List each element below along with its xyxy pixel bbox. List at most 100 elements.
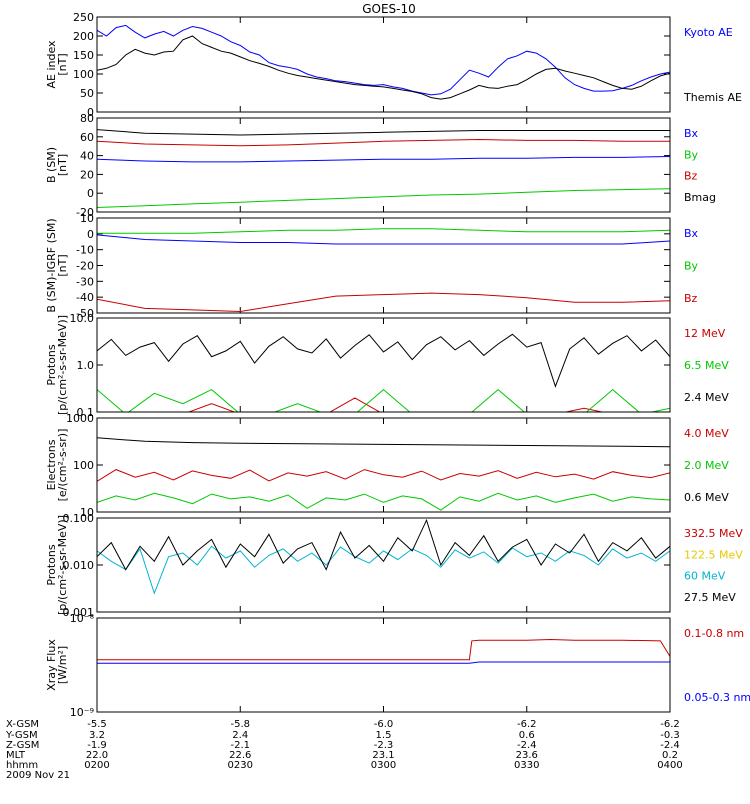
series-line-6-5-mev [97,388,670,412]
orbit-value: 22.6 [229,750,251,761]
y-tick-label: 0 [87,187,94,200]
y-axis-label: Protons[p/(cm²-s-sr-MeV)] [45,315,69,415]
y-axis-label-line: [p/(cm²-s-sr-MeV)] [56,515,69,615]
y-tick-label: 0.010 [63,559,95,572]
orbit-value: -2.4 [517,740,537,751]
y-tick-label: 10 [80,506,94,519]
legend-entry: 12 MeV [684,327,726,340]
y-tick-label: 10⁻⁸ [70,612,95,625]
orbit-value: -2.1 [230,740,250,751]
series-line-kyoto-ae [97,24,670,96]
y-tick-label: 10 [80,212,94,225]
y-tick-label: 0.1 [77,406,95,419]
orbit-value: 23.1 [372,750,394,761]
date-label: 2009 Nov 21 [6,770,70,781]
y-axis-label-line: AE index [45,40,58,89]
y-tick-label: 0 [87,228,94,241]
orbit-value: 0.2 [662,750,678,761]
legend-entry: 27.5 MeV [684,591,736,604]
series-line-0-05-0-3-nm [97,661,670,664]
y-axis-label-line: [p/(cm²-s-sr-MeV)] [56,315,69,415]
y-tick-label: 80 [80,112,94,125]
y-tick-label: 0.001 [63,606,95,619]
plot-title: GOES-10 [362,2,416,16]
orbit-value: -6.0 [374,719,394,730]
y-axis-label: AE index[nT] [45,40,69,89]
series-line-12-mev [187,397,605,412]
y-axis-label-line: [nT] [56,254,69,276]
series-line-bx [97,156,670,163]
y-axis-label: Protons[p/(cm²-s-sr-MeV)] [45,515,69,615]
legend-entry: Themis AE [683,91,742,104]
orbit-value: -2.3 [374,740,394,751]
y-axis-label-line: [nT] [56,53,69,75]
y-axis-label-line: Protons [45,544,58,585]
orbit-value: 1.5 [376,730,392,741]
legend-entry: Bz [684,292,698,305]
panel-6: 0.1000.0100.001Protons[p/(cm²-s-sr-MeV)]… [45,512,743,619]
panel-7: 10⁻⁸ 10⁻⁹ Xray Flux[W/m²] 0.1-0.8 nm 0.05-0.… [45,612,750,719]
orbit-value: -5.8 [230,719,250,730]
legend-entry: Bmag [684,191,716,204]
legend-entry: By [684,148,699,161]
y-tick-label: 10.0 [70,312,95,325]
legend-entry: 332.5 MeV [684,527,743,540]
y-axis-label-line: Electrons [45,439,58,490]
panel-1: 250 200 150 100 50 0 AE index[nT] Kyoto AE Themi… [45,11,742,119]
orbit-row-label: X-GSM [6,719,39,730]
legend-entry: 4.0 MeV [684,427,729,440]
panel-frame [96,117,671,213]
y-axis-label-line: Protons [45,344,58,385]
y-axis-label: B (SM)[nT] [45,147,69,183]
y-tick-label: -50 [76,307,94,320]
orbit-value: 0200 [84,760,109,771]
y-tick-label: 1.0 [77,359,95,372]
orbit-table: X-GSM -5.5 -5.8 -6.0 -6.2 -6.2 Y-GSM 3.2 2.4 1.5 0… [5,719,683,781]
y-axis-label-line: [nT] [56,154,69,176]
series-line-0-6-mev [97,437,670,448]
series-line-bmag [97,129,670,136]
y-tick-label: 100 [73,68,94,81]
panel-frame [96,617,671,713]
y-axis-label-line: Xray Flux [45,639,58,691]
y-tick-label: -10 [76,244,94,257]
legend-entry: Bx [684,227,699,240]
y-tick-label: 0.100 [63,512,95,525]
orbit-value: 22.0 [86,750,108,761]
orbit-row-label: Y-GSM [5,730,38,741]
y-axis-label: Electrons[e/(cm²-s-sr)] [45,429,69,502]
y-tick-label: 60 [80,131,94,144]
panel-frame [96,16,671,113]
y-tick-label: 100 [73,459,94,472]
orbit-value: -1.9 [87,740,107,751]
legend-entry: 2.0 MeV [684,459,729,472]
orbit-value: -6.2 [517,719,537,730]
y-tick-label: 1000 [66,412,94,425]
series-line-27-5-mev [97,518,670,571]
orbit-row-label: hhmm [6,760,38,771]
orbit-value: -5.5 [87,719,107,730]
series-line-2-4-mev [97,333,670,388]
series-line-0-1-0-8-nm [97,638,670,661]
legend-entry: 2.4 MeV [684,391,729,404]
orbit-value: 0230 [228,760,253,771]
y-axis-label: Xray Flux[W/m²] [45,639,69,691]
legend-entry: 6.5 MeV [684,359,729,372]
series-line-bz [97,138,670,147]
orbit-value: 0400 [657,760,682,771]
y-tick-label: 250 [73,11,94,24]
y-tick-label: -20 [76,260,94,273]
series-line-by [97,228,670,234]
legend-entry: 0.05-0.3 nm [684,691,750,704]
panel-4: 10.0 1.0 0.1 Protons[p/(cm²-s-sr-MeV)] 12 Me… [45,312,729,419]
orbit-value: 23.6 [516,750,538,761]
series-line-2-0-mev [97,492,670,511]
y-axis-label-line: [W/m²] [56,646,69,684]
orbit-row-label: Z-GSM [6,740,39,751]
panel-frame [96,417,671,513]
legend-entry: Kyoto AE [684,26,733,39]
orbit-value: -0.3 [660,730,680,741]
